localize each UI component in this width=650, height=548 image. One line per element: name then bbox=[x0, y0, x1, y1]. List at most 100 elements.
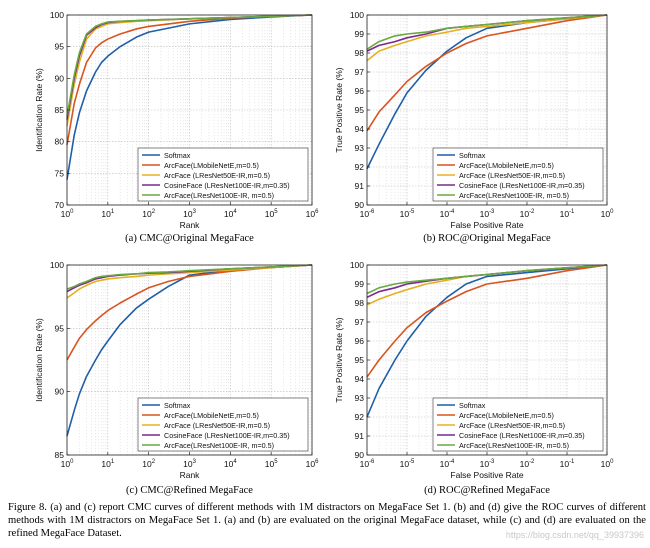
series-line-2 bbox=[366, 14, 608, 62]
y-tick-label: 90 bbox=[55, 73, 65, 83]
subfigure-caption: (a) CMC@Original MegaFace bbox=[125, 233, 254, 244]
x-tick-label: 10-6 bbox=[360, 459, 375, 469]
x-tick-label: 106 bbox=[306, 459, 319, 469]
legend-entry-2: ArcFace (LResNet50E-IR,m=0.5) bbox=[164, 421, 270, 430]
y-tick-label: 90 bbox=[355, 450, 365, 460]
x-tick-label: 10-5 bbox=[400, 459, 415, 469]
legend-entry-0: Softmax bbox=[164, 151, 191, 160]
chart-0: 100 101 102 103 104 105 106 70 75 80 85 90 95 100 Rank… bbox=[34, 10, 319, 244]
legend-entry-3: CosineFace (LResNet100E-IR,m=0.35) bbox=[164, 181, 290, 190]
legend-entry-0: Softmax bbox=[164, 401, 191, 410]
y-tick-label: 100 bbox=[50, 10, 64, 20]
series-line-1 bbox=[366, 14, 608, 132]
x-tick-label: 104 bbox=[224, 209, 237, 219]
y-tick-label: 85 bbox=[55, 450, 65, 460]
x-tick-label: 100 bbox=[601, 459, 614, 469]
legend: SoftmaxArcFace(LMobileNetE,m=0.5)ArcFace… bbox=[432, 147, 604, 202]
series-line-0 bbox=[66, 14, 313, 180]
x-tick-label: 10-3 bbox=[480, 209, 495, 219]
y-tick-label: 95 bbox=[55, 42, 65, 52]
legend-entry-4: ArcFace(LResNet100E-IR, m=0.5) bbox=[459, 191, 569, 200]
series-line-1 bbox=[66, 14, 313, 145]
x-tick-label: 10-2 bbox=[520, 209, 535, 219]
x-axis-label: Rank bbox=[180, 470, 201, 480]
y-tick-label: 85 bbox=[55, 105, 65, 115]
x-tick-label: 10-1 bbox=[560, 459, 575, 469]
x-tick-label: 10-2 bbox=[520, 459, 535, 469]
y-tick-label: 99 bbox=[355, 29, 365, 39]
y-tick-label: 94 bbox=[355, 374, 365, 384]
chart-2: 100 101 102 103 104 105 106 85 90 95 100 Rank Identi… bbox=[34, 260, 319, 496]
subfigure-caption: (d) ROC@Refined MegaFace bbox=[424, 485, 550, 496]
legend-entry-2: ArcFace (LResNet50E-IR,m=0.5) bbox=[459, 171, 565, 180]
legend-entry-0: Softmax bbox=[459, 401, 486, 410]
legend-box bbox=[432, 397, 604, 452]
legend-entry-3: CosineFace (LResNet100E-IR,m=0.35) bbox=[164, 431, 290, 440]
legend-box bbox=[432, 147, 604, 202]
series-line-4 bbox=[366, 14, 608, 50]
y-tick-label: 95 bbox=[355, 105, 365, 115]
x-tick-label: 10-6 bbox=[360, 209, 375, 219]
y-tick-label: 92 bbox=[355, 412, 365, 422]
y-tick-label: 94 bbox=[355, 124, 365, 134]
y-tick-label: 100 bbox=[350, 10, 364, 20]
chart-1: 10-6 10-5 10-4 10-3 10-2 10-1 100 90 91 92 93 94 95 9… bbox=[334, 10, 614, 244]
legend-entry-4: ArcFace(LResNet100E-IR, m=0.5) bbox=[164, 441, 274, 450]
y-tick-label: 95 bbox=[55, 323, 65, 333]
series-line-0 bbox=[366, 264, 608, 418]
x-tick-label: 103 bbox=[183, 209, 196, 219]
legend-entry-3: CosineFace (LResNet100E-IR,m=0.35) bbox=[459, 181, 585, 190]
y-axis-label: True Positive Rate (%) bbox=[334, 317, 344, 402]
x-tick-label: 10-5 bbox=[400, 209, 415, 219]
x-tick-label: 101 bbox=[101, 209, 114, 219]
y-tick-label: 93 bbox=[355, 393, 365, 403]
x-axis-label: False Positive Rate bbox=[450, 470, 523, 480]
y-axis-label: True Positive Rate (%) bbox=[334, 67, 344, 152]
x-tick-label: 100 bbox=[61, 459, 74, 469]
x-tick-label: 10-4 bbox=[440, 459, 455, 469]
series-line-2 bbox=[66, 264, 313, 299]
subfigure-caption: (c) CMC@Refined MegaFace bbox=[126, 485, 253, 496]
subfigure-caption: (b) ROC@Original MegaFace bbox=[423, 233, 551, 244]
legend-entry-1: ArcFace(LMobileNetE,m=0.5) bbox=[164, 411, 259, 420]
legend-entry-1: ArcFace(LMobileNetE,m=0.5) bbox=[459, 161, 554, 170]
legend: SoftmaxArcFace(LMobileNetE,m=0.5)ArcFace… bbox=[432, 397, 604, 452]
y-tick-label: 97 bbox=[355, 67, 365, 77]
legend-entry-2: ArcFace (LResNet50E-IR,m=0.5) bbox=[459, 421, 565, 430]
legend-entry-2: ArcFace (LResNet50E-IR,m=0.5) bbox=[164, 171, 270, 180]
y-tick-label: 93 bbox=[355, 143, 365, 153]
x-axis-label: False Positive Rate bbox=[450, 220, 523, 230]
legend-box bbox=[137, 397, 309, 452]
y-tick-label: 99 bbox=[355, 279, 365, 289]
legend: SoftmaxArcFace(LMobileNetE,m=0.5)ArcFace… bbox=[137, 397, 309, 452]
x-tick-label: 10-4 bbox=[440, 209, 455, 219]
legend-entry-4: ArcFace(LResNet100E-IR, m=0.5) bbox=[459, 441, 569, 450]
x-tick-label: 105 bbox=[265, 459, 278, 469]
y-axis-label: Identification Rate (%) bbox=[34, 318, 44, 402]
series-line-1 bbox=[366, 264, 608, 378]
x-tick-label: 101 bbox=[101, 459, 114, 469]
series-line-4 bbox=[66, 14, 313, 117]
y-tick-label: 95 bbox=[355, 355, 365, 365]
y-tick-label: 100 bbox=[50, 260, 64, 270]
y-tick-label: 75 bbox=[55, 168, 65, 178]
y-tick-label: 70 bbox=[55, 200, 65, 210]
x-tick-label: 102 bbox=[142, 209, 155, 219]
legend-entry-1: ArcFace(LMobileNetE,m=0.5) bbox=[164, 161, 259, 170]
series-line-4 bbox=[66, 264, 313, 290]
y-tick-label: 90 bbox=[355, 200, 365, 210]
x-axis-label: Rank bbox=[180, 220, 201, 230]
y-tick-label: 91 bbox=[355, 181, 365, 191]
x-tick-label: 102 bbox=[142, 459, 155, 469]
y-tick-label: 92 bbox=[355, 162, 365, 172]
x-tick-label: 100 bbox=[61, 209, 74, 219]
legend-entry-3: CosineFace (LResNet100E-IR,m=0.35) bbox=[459, 431, 585, 440]
y-axis-label: Identification Rate (%) bbox=[34, 68, 44, 152]
y-tick-label: 98 bbox=[355, 48, 365, 58]
legend-entry-4: ArcFace(LResNet100E-IR, m=0.5) bbox=[164, 191, 274, 200]
x-tick-label: 100 bbox=[601, 209, 614, 219]
x-tick-label: 105 bbox=[265, 209, 278, 219]
y-tick-label: 100 bbox=[350, 260, 364, 270]
x-tick-label: 10-3 bbox=[480, 459, 495, 469]
